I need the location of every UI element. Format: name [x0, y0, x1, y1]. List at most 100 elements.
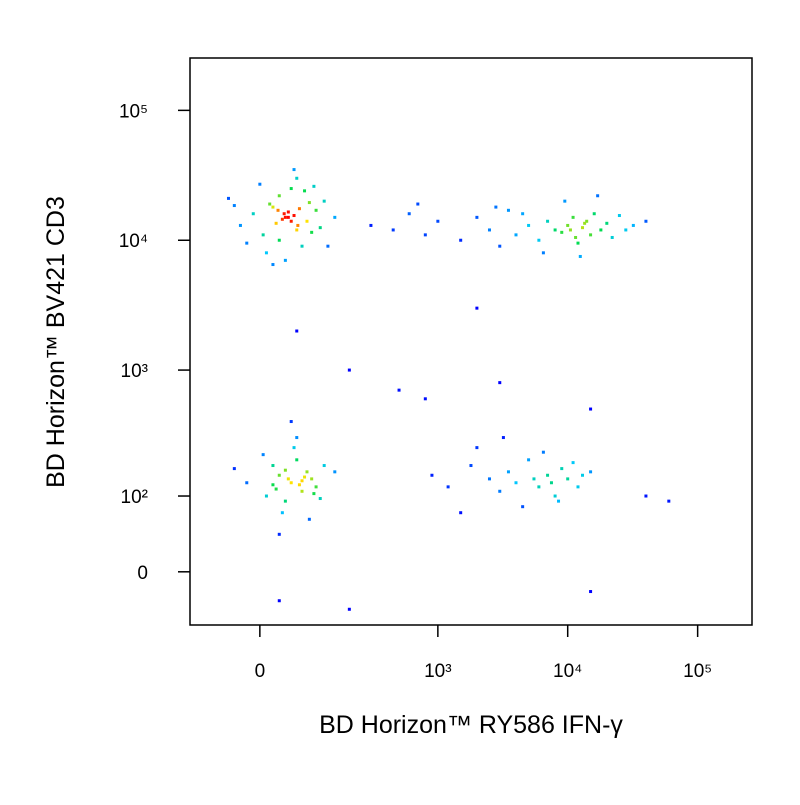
event-dot: [312, 184, 316, 188]
event-dot: [605, 221, 609, 225]
event-dot: [506, 208, 510, 212]
plot-frame: [189, 57, 753, 626]
event-dot: [347, 607, 351, 611]
event-dot: [469, 464, 473, 468]
event-dot: [303, 189, 307, 193]
event-dot: [436, 219, 440, 223]
event-dot: [232, 204, 236, 208]
event-dot: [574, 235, 578, 239]
event-dot: [296, 223, 300, 227]
event-dot: [297, 483, 301, 487]
event-dot: [423, 397, 427, 401]
event-dot: [537, 485, 541, 489]
event-dot: [546, 473, 550, 477]
event-dot: [576, 241, 580, 245]
event-dot: [295, 458, 299, 462]
event-dot: [578, 254, 582, 258]
event-dot: [583, 221, 587, 225]
event-dot: [585, 219, 589, 223]
event-dot: [322, 464, 326, 468]
event-dot: [232, 467, 236, 471]
event-dot: [277, 238, 281, 242]
event-dot: [557, 499, 561, 503]
event-dot: [571, 461, 575, 465]
event-dot: [289, 187, 293, 191]
event-dot: [369, 223, 373, 227]
event-dot: [541, 251, 545, 255]
event-dot: [305, 219, 309, 223]
event-dot: [318, 497, 322, 501]
event-dot: [397, 388, 401, 392]
event-dot: [487, 228, 491, 232]
event-dot: [300, 489, 304, 493]
event-dot: [506, 470, 510, 474]
event-dot: [226, 196, 230, 200]
event-dot: [566, 223, 570, 227]
event-dot: [261, 233, 265, 237]
event-dot: [326, 244, 330, 248]
event-dot: [280, 511, 284, 515]
event-dot: [568, 228, 572, 232]
event-dot: [576, 485, 580, 489]
event-dot: [245, 241, 249, 245]
x-tick-label: 10⁴: [553, 661, 582, 682]
event-dot: [289, 219, 293, 223]
event-dot: [589, 233, 593, 237]
event-dot: [292, 446, 296, 450]
event-dot: [280, 217, 284, 221]
event-dot: [589, 407, 593, 411]
event-dot: [271, 263, 275, 267]
event-dot: [560, 230, 564, 234]
event-dot: [295, 176, 299, 180]
event-dot: [501, 436, 505, 440]
event-dot: [251, 212, 255, 216]
x-tick-label: 10³: [424, 661, 451, 682]
event-dot: [592, 212, 596, 216]
event-dot: [310, 230, 314, 234]
event-dot: [563, 199, 567, 203]
event-dot: [286, 477, 290, 481]
event-dot: [537, 238, 541, 242]
event-dot: [261, 453, 265, 457]
event-dot: [277, 473, 281, 477]
event-dot: [283, 468, 287, 472]
event-dot: [644, 219, 648, 223]
event-dot: [599, 228, 603, 232]
event-dot: [631, 223, 635, 227]
event-dot: [264, 251, 268, 255]
event-dot: [546, 219, 550, 223]
event-dot: [581, 473, 585, 477]
event-dot: [498, 381, 502, 385]
event-dot: [282, 212, 286, 216]
event-dot: [289, 420, 293, 424]
event-dot: [264, 494, 268, 498]
event-dot: [277, 532, 281, 536]
event-dot: [289, 481, 293, 485]
event-dot: [514, 233, 518, 237]
event-dot: [423, 233, 427, 237]
x-tick-label: 10⁵: [683, 661, 712, 682]
event-dot: [521, 212, 525, 216]
event-dot: [527, 458, 531, 462]
y-tick-label: 10²: [121, 487, 148, 508]
event-dot: [589, 470, 593, 474]
y-tick-label: 10⁴: [119, 231, 148, 252]
y-tick-label: 0: [137, 563, 148, 584]
event-dot: [277, 194, 281, 198]
event-dot: [292, 214, 296, 218]
event-dot: [300, 479, 304, 483]
event-dot: [521, 505, 525, 509]
event-dot: [333, 470, 337, 474]
event-dot: [268, 202, 272, 206]
event-dot: [276, 208, 280, 212]
event-dot: [553, 228, 557, 232]
event-dot: [571, 215, 575, 219]
event-dot: [589, 590, 593, 594]
event-dot: [459, 511, 463, 515]
event-dot: [494, 205, 498, 209]
y-tick-label: 10⁵: [119, 101, 148, 122]
event-dot: [487, 477, 491, 481]
event-dot: [277, 599, 281, 603]
